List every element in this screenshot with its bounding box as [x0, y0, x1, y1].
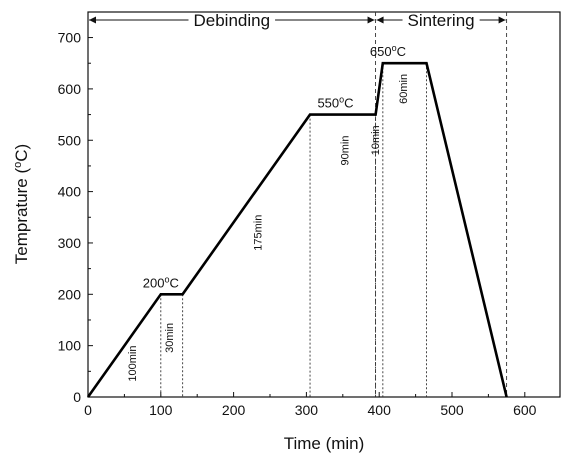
temperature-label-main: 200 — [143, 275, 165, 290]
temperature-label-main: 650 — [370, 44, 392, 59]
temperature-label-sup: o — [392, 43, 397, 53]
x-tick-label: 600 — [513, 402, 537, 418]
y-tick-label: 200 — [58, 286, 82, 302]
phase-annotations: Debinding Sintering — [89, 11, 508, 397]
y-axis-title-sup: o — [12, 162, 24, 168]
duration-labels: 100min 30min 175min 90min 10min 60min — [127, 74, 410, 382]
y-tick-label: 400 — [58, 184, 82, 200]
phase-arrowhead-right — [367, 16, 375, 24]
phase-arrowhead-left — [376, 16, 384, 24]
temperature-label-tail: C — [169, 275, 178, 290]
y-tick-label: 700 — [58, 30, 82, 46]
x-tick-label: 400 — [368, 402, 392, 418]
y-axis-title-main: Temprature ( — [12, 168, 31, 265]
y-axis-title-tail: C) — [12, 144, 31, 162]
y-tick-label: 100 — [58, 338, 82, 354]
temperature-label: 550oC — [317, 95, 353, 111]
temperature-label-tail: C — [344, 96, 353, 111]
temperature-label-main: 550 — [317, 96, 339, 111]
x-axis-title: Time (min) — [284, 434, 365, 453]
temperature-label-sup: o — [339, 95, 344, 105]
duration-label: 90min — [340, 136, 352, 166]
duration-label: 30min — [164, 323, 176, 353]
plot-frame — [87, 11, 561, 398]
y-axis: 0 100 200 300 400 500 600 700 — [58, 30, 93, 405]
y-tick-label: 0 — [73, 389, 81, 405]
duration-label: 100min — [127, 346, 139, 382]
x-tick-label: 500 — [440, 402, 464, 418]
dotted-reference-lines — [160, 63, 427, 397]
x-axis: 0 100 200 300 400 500 600 — [84, 392, 537, 418]
temperature-label-tail: C — [397, 44, 406, 59]
temperature-label-sup: o — [164, 274, 169, 284]
temperature-label: 200oC — [143, 274, 179, 290]
y-tick-label: 300 — [58, 235, 82, 251]
y-tick-label: 600 — [58, 81, 82, 97]
series-line — [86, 61, 508, 398]
phase-label: Sintering — [408, 11, 475, 30]
x-tick-label: 300 — [295, 402, 319, 418]
temperature-label: 650oC — [370, 43, 406, 59]
x-tick-label: 0 — [84, 402, 92, 418]
y-axis-title: Temprature (oC) — [12, 144, 31, 264]
duration-label: 10min — [370, 125, 382, 155]
x-tick-label: 100 — [149, 402, 173, 418]
temperature-series — [86, 61, 508, 398]
y-tick-label: 500 — [58, 132, 82, 148]
phase-arrowhead-left — [89, 16, 96, 24]
phase-label: Debinding — [193, 11, 270, 30]
phase-arrowhead-right — [498, 16, 506, 24]
duration-label: 60min — [398, 74, 410, 104]
x-tick-label: 200 — [222, 402, 246, 418]
duration-label: 175min — [252, 215, 264, 251]
